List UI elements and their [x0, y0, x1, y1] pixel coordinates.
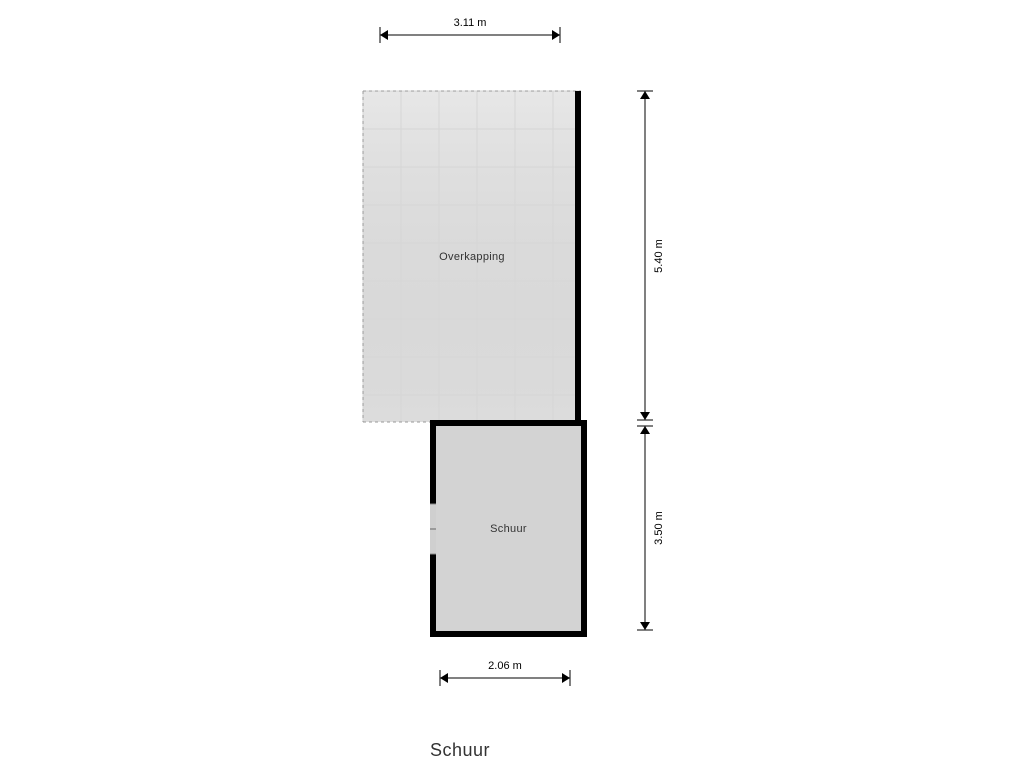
dimension-label-top: 3.11 m — [454, 17, 487, 29]
floorplan-svg — [0, 0, 1024, 768]
floorplan-stage: Overkapping Schuur 3.11 m 2.06 m 5.40 m … — [0, 0, 1024, 768]
dimension-label-right-upper: 5.40 m — [653, 239, 665, 273]
floorplan-title: Schuur — [430, 740, 490, 761]
room-label-schuur: Schuur — [490, 523, 527, 535]
dimension-label-right-lower: 3.50 m — [653, 511, 665, 545]
dimension-label-bottom: 2.06 m — [488, 660, 522, 672]
room-label-overkapping: Overkapping — [439, 251, 505, 263]
